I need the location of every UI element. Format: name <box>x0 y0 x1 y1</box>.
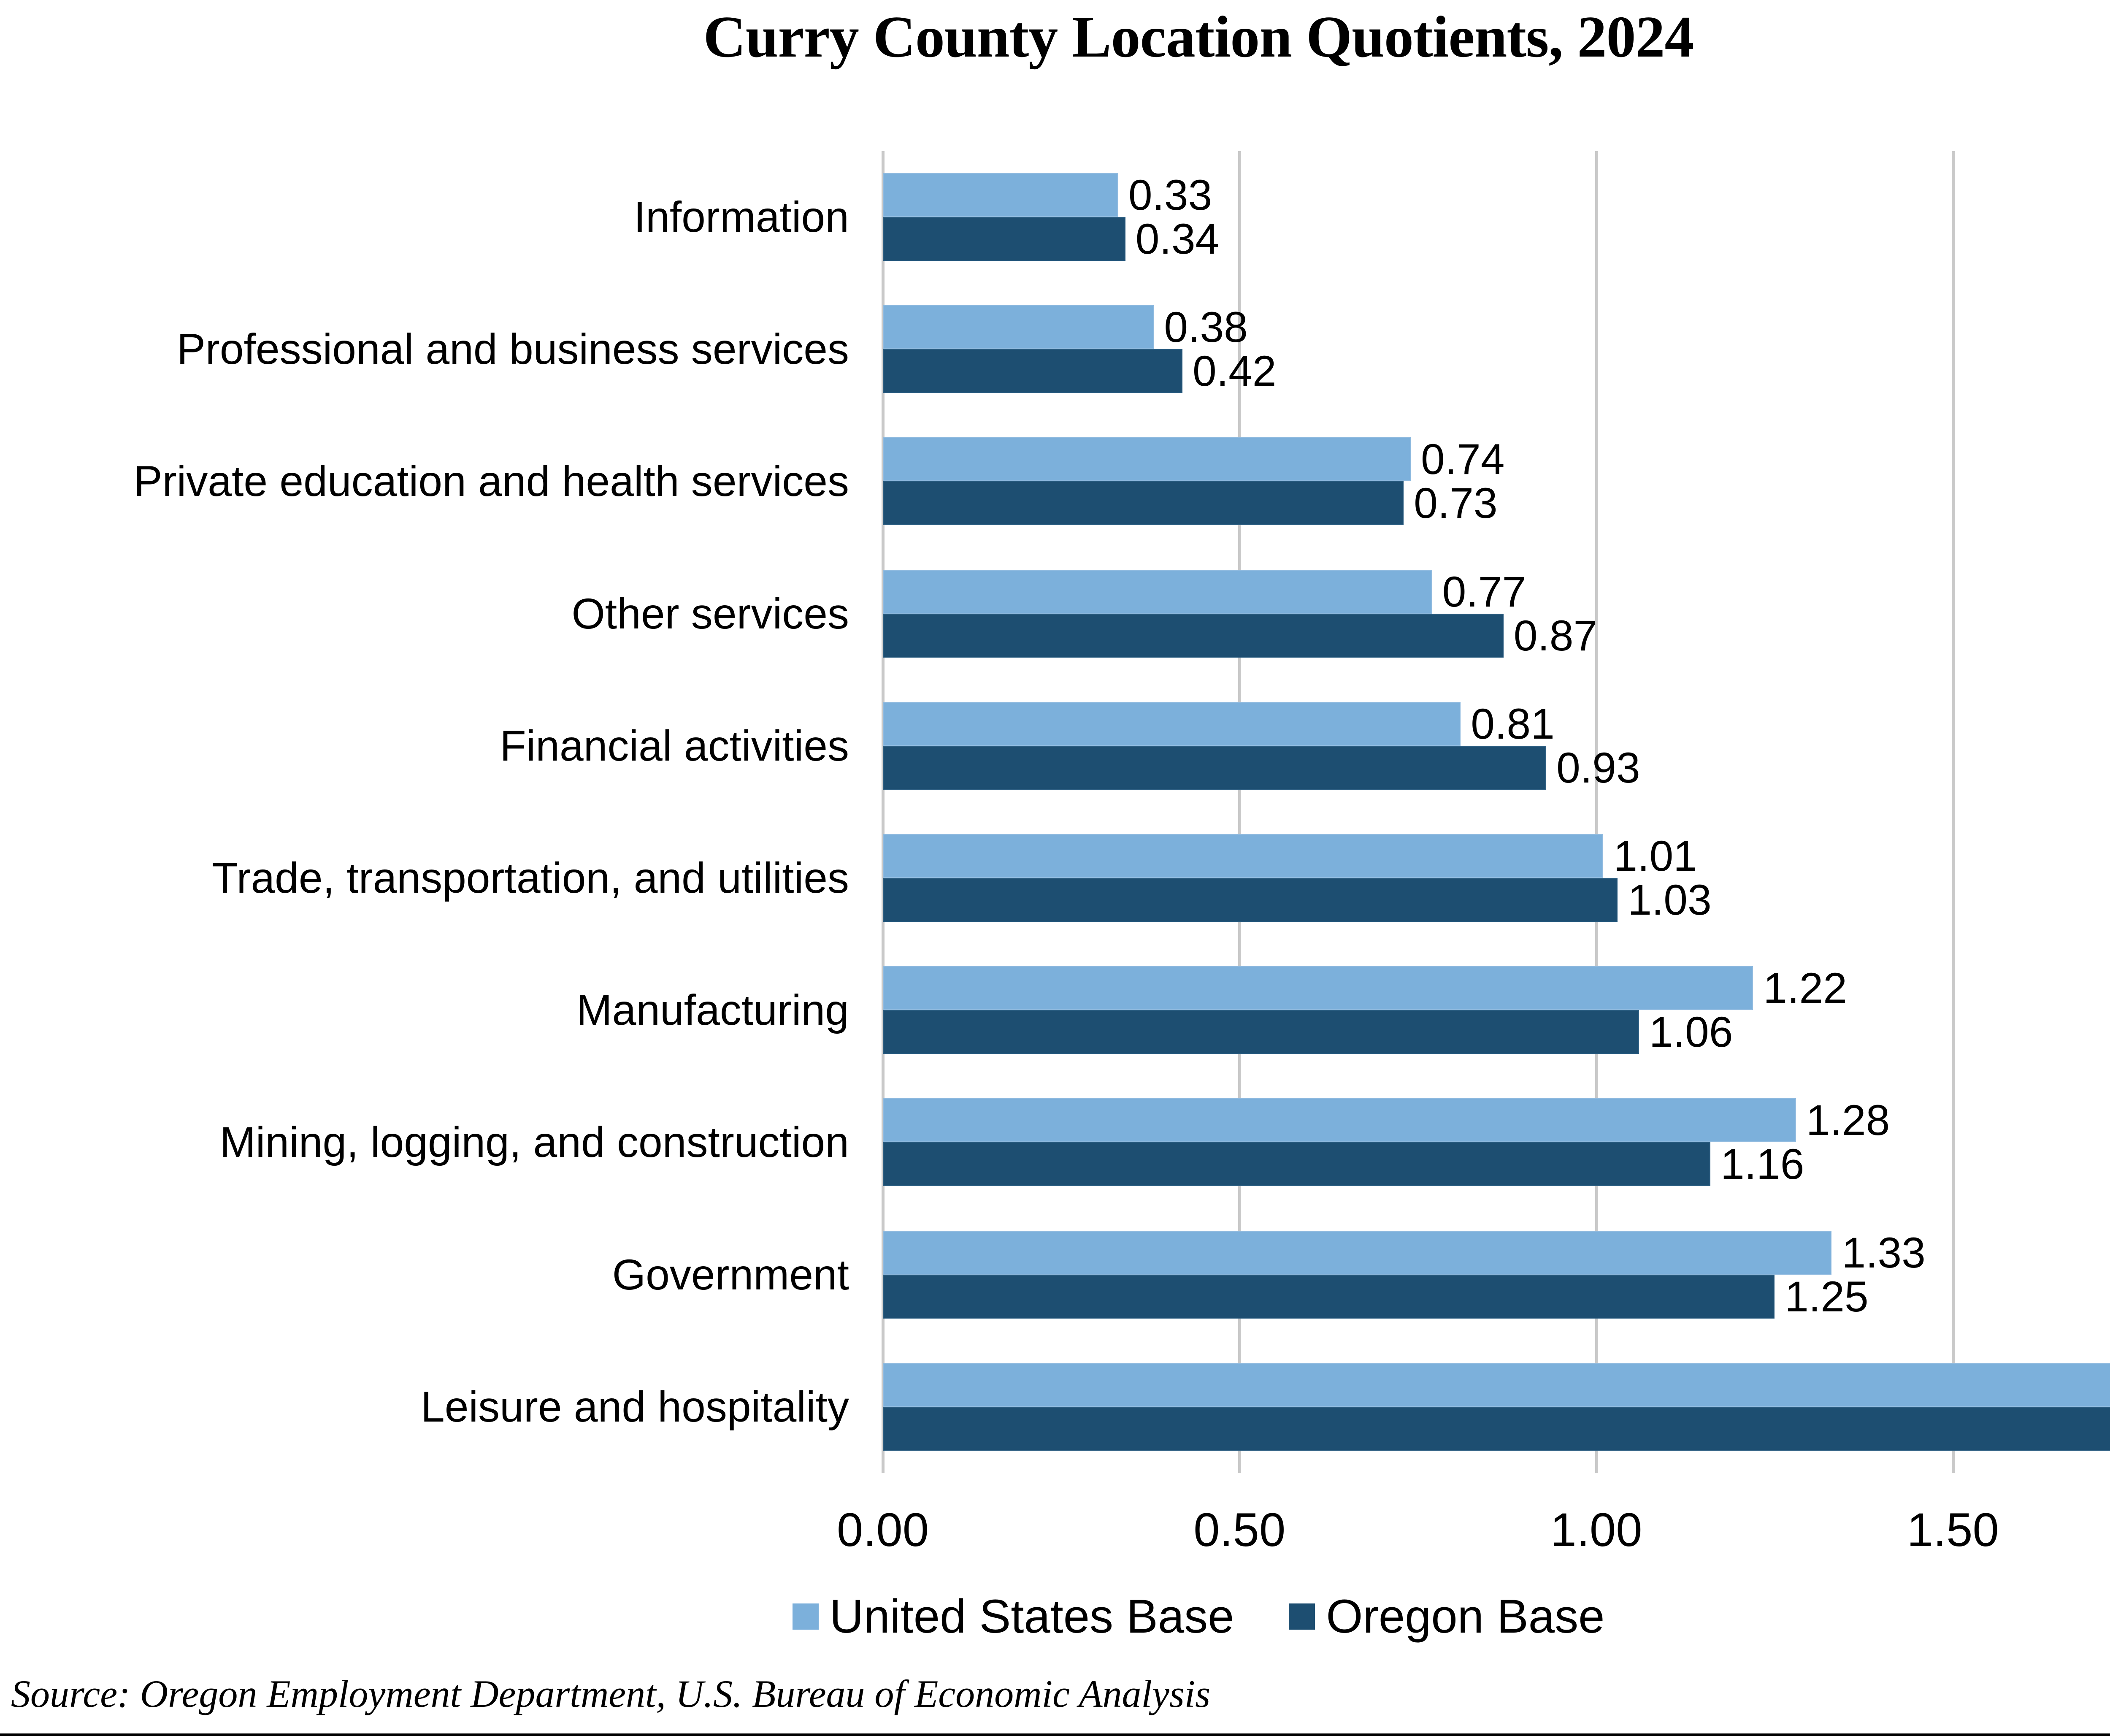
bar-us-9[interactable] <box>883 1362 2110 1407</box>
bar-or-9[interactable] <box>883 1406 2110 1451</box>
bar-us-6[interactable] <box>883 966 1753 1010</box>
legend-swatch-icon <box>792 1603 819 1630</box>
bar-or-5[interactable] <box>883 878 1618 922</box>
gridline-1.00 <box>1595 151 1598 1473</box>
bar-or-0[interactable] <box>883 217 1125 261</box>
bar-us-3[interactable] <box>883 569 1432 614</box>
category-label: Information <box>633 193 849 241</box>
bar-value-label: 1.33 <box>1842 1228 1926 1277</box>
bar-us-1[interactable] <box>883 305 1154 349</box>
bar-value-label: 0.38 <box>1164 303 1248 352</box>
bar-or-2[interactable] <box>883 481 1404 525</box>
bar-value-label: 0.87 <box>1513 611 1598 660</box>
bar-value-label: 0.93 <box>1556 743 1640 792</box>
chart-title: Curry County Location Quotients, 2024 <box>703 4 1694 70</box>
category-label: Mining, logging, and construction <box>219 1118 849 1167</box>
x-tick-label: 0.00 <box>837 1503 929 1556</box>
category-label: Government <box>612 1250 849 1299</box>
bar-group: 1.33 1.25 <box>883 1209 2110 1341</box>
category-label: Other services <box>571 589 849 638</box>
x-axis-tick-labels: 0.000.501.001.502.00 <box>0 1503 2110 1566</box>
legend-label: United States Base <box>829 1590 1234 1643</box>
bar-value-label: 1.01 <box>1613 832 1697 880</box>
category-label: Private education and health services <box>133 457 849 506</box>
bar-group: 0.38 0.42 <box>883 283 2110 415</box>
bar-group: 1.22 1.06 <box>883 944 2110 1076</box>
bar-or-1[interactable] <box>883 349 1182 393</box>
bar-group: 0.77 0.87 <box>883 548 2110 680</box>
bar-or-3[interactable] <box>883 613 1504 658</box>
bar-or-4[interactable] <box>883 745 1547 790</box>
bar-group: 0.74 0.73 <box>883 415 2110 547</box>
category-axis: Information Professional and business ser… <box>0 151 861 1473</box>
bar-value-label: 0.73 <box>1414 479 1498 528</box>
gridline-1.50 <box>1951 151 1955 1473</box>
bar-group: 1.01 1.03 <box>883 812 2110 944</box>
bar-us-8[interactable] <box>883 1230 1832 1275</box>
bar-us-7[interactable] <box>883 1098 1796 1143</box>
legend-item-united-states-base[interactable]: United States Base <box>792 1590 1234 1643</box>
category-label: Financial activities <box>500 721 849 770</box>
bar-value-label: 0.74 <box>1420 435 1505 484</box>
bar-value-label: 1.28 <box>1806 1096 1890 1145</box>
bar-value-label: 0.34 <box>1135 215 1220 263</box>
bar-value-label: 0.42 <box>1193 347 1277 395</box>
bar-value-label: 1.06 <box>1649 1008 1733 1056</box>
x-tick-label: 1.00 <box>1550 1503 1642 1556</box>
bar-or-7[interactable] <box>883 1142 1710 1186</box>
bar-group: 0.33 0.34 <box>883 151 2110 283</box>
bar-value-label: 1.03 <box>1628 876 1712 924</box>
x-tick-label: 0.50 <box>1193 1503 1286 1556</box>
bar-group: 0.81 0.93 <box>883 680 2110 812</box>
plot-area: 0.33 0.34 0.38 0.42 0.74 0.73 0.77 0.87 0.81 0.93… <box>882 151 2110 1473</box>
bar-value-label: 0.81 <box>1471 699 1555 748</box>
category-label: Trade, transportation, and utilities <box>211 854 849 902</box>
gridline-0.00 <box>882 151 885 1473</box>
category-label: Manufacturing <box>576 986 849 1035</box>
bar-us-2[interactable] <box>883 437 1411 482</box>
legend-item-oregon-base[interactable]: Oregon Base <box>1289 1593 1604 1640</box>
bar-value-label: 1.25 <box>1785 1272 1869 1321</box>
bar-group: 1.741.78 <box>883 1341 2110 1473</box>
bar-us-4[interactable] <box>883 701 1461 746</box>
bar-us-0[interactable] <box>883 173 1118 217</box>
category-label: Professional and business services <box>176 325 849 374</box>
x-tick-label: 1.50 <box>1907 1503 1999 1556</box>
bar-value-label: 1.22 <box>1763 964 1847 1013</box>
legend-label: Oregon Base <box>1326 1590 1605 1643</box>
category-label: Leisure and hospitality <box>421 1382 849 1431</box>
gridline-0.50 <box>1238 151 1242 1473</box>
bar-value-label: 0.77 <box>1442 567 1526 616</box>
legend-swatch-icon <box>1289 1603 1315 1630</box>
bar-or-6[interactable] <box>883 1010 1639 1054</box>
bar-or-8[interactable] <box>883 1274 1775 1319</box>
chart-legend: United States Base Oregon Base <box>0 1585 2110 1648</box>
source-note: Source: Oregon Employment Department, U.… <box>11 1672 1211 1715</box>
bar-us-5[interactable] <box>883 834 1604 878</box>
bar-value-label: 1.16 <box>1720 1140 1804 1189</box>
bar-group: 1.28 1.16 <box>883 1076 2110 1208</box>
bar-value-label: 0.33 <box>1128 171 1212 219</box>
